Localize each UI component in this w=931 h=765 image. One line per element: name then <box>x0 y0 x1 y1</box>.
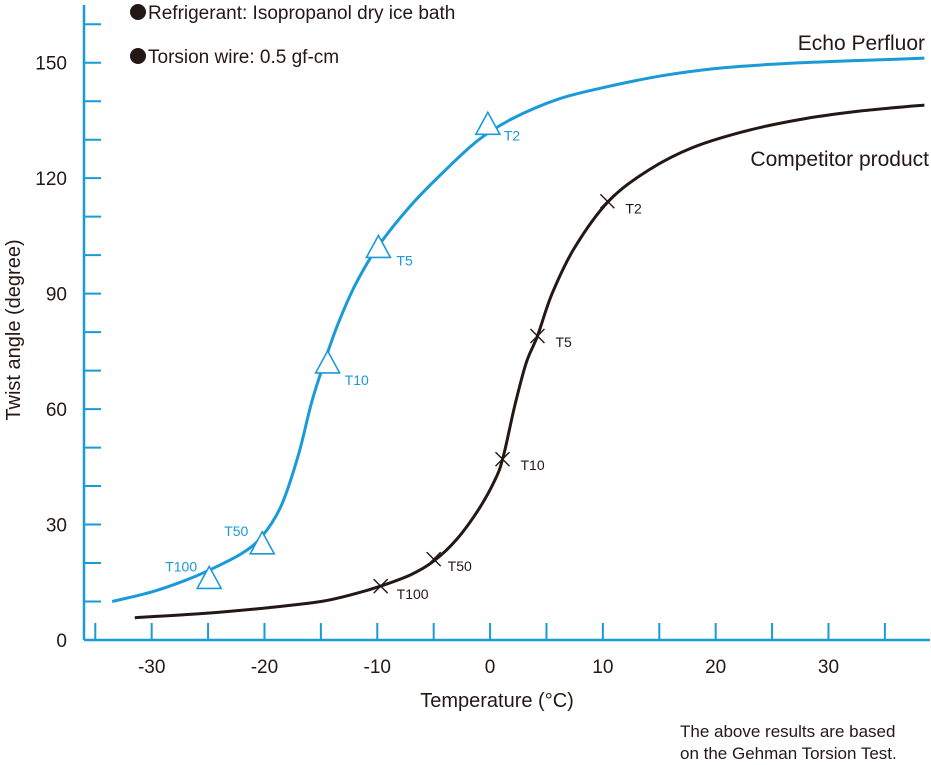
x-tick-label: -20 <box>251 657 278 678</box>
x-axis-ticks: -30 -20 -10 0 10 20 30 <box>94 623 886 678</box>
marker-label: T50 <box>448 558 472 574</box>
marker-label: T2 <box>504 127 521 143</box>
y-tick-label: 150 <box>35 54 67 75</box>
marker-label: T5 <box>555 334 572 350</box>
echo-perfluor-markers: T2 T5 T10 T50 T100 <box>165 110 521 590</box>
x-tick-label: 10 <box>592 657 613 678</box>
x-marker <box>494 451 510 467</box>
series-line-competitor-product <box>134 103 925 620</box>
x-marker <box>373 578 389 594</box>
bullet-icon <box>130 48 146 64</box>
triangle-marker <box>195 564 223 590</box>
x-tick-label: 30 <box>818 657 839 678</box>
y-tick-label: 30 <box>46 516 67 537</box>
y-tick-label: 0 <box>56 631 67 652</box>
marker-label: T10 <box>520 457 544 473</box>
triangle-marker <box>365 233 392 259</box>
footnote-line-1: The above results are based <box>680 722 895 741</box>
triangle-marker <box>474 110 502 136</box>
x-tick-label: 0 <box>485 657 496 678</box>
series-label-echo-perfluor: Echo Perfluor <box>798 32 925 55</box>
marker-label: T10 <box>345 372 369 388</box>
note-torsion-wire: Torsion wire: 0.5 gf-cm <box>148 47 339 68</box>
marker-label: T50 <box>224 523 248 539</box>
triangle-marker <box>314 349 341 374</box>
competitor-markers: T2 T5 T10 T50 T100 <box>373 193 642 602</box>
y-tick-label: 120 <box>35 169 67 190</box>
x-tick-label: 20 <box>705 657 726 678</box>
x-marker <box>529 328 545 344</box>
x-axis-label: Temperature (°C) <box>420 690 574 712</box>
marker-label: T2 <box>625 200 642 216</box>
bullet-icon <box>130 4 146 20</box>
y-tick-label: 90 <box>46 285 67 306</box>
triangle-marker <box>248 530 276 555</box>
y-axis-ticks: 0 30 60 90 120 150 <box>35 23 101 652</box>
y-axis-label: Twist angle (degree) <box>3 239 25 420</box>
marker-label: T5 <box>396 252 413 268</box>
y-tick-label: 60 <box>46 400 67 421</box>
x-tick-label: -30 <box>138 657 165 678</box>
series-label-competitor-product: Competitor product <box>750 148 929 171</box>
x-marker <box>426 551 442 567</box>
marker-label: T100 <box>397 586 429 602</box>
footnote-line-2: on the Gehman Torsion Test. <box>680 744 897 763</box>
x-tick-label: -10 <box>364 657 391 678</box>
marker-label: T100 <box>165 558 197 574</box>
note-refrigerant: Refrigerant: Isopropanol dry ice bath <box>148 3 455 24</box>
x-marker <box>599 193 615 209</box>
